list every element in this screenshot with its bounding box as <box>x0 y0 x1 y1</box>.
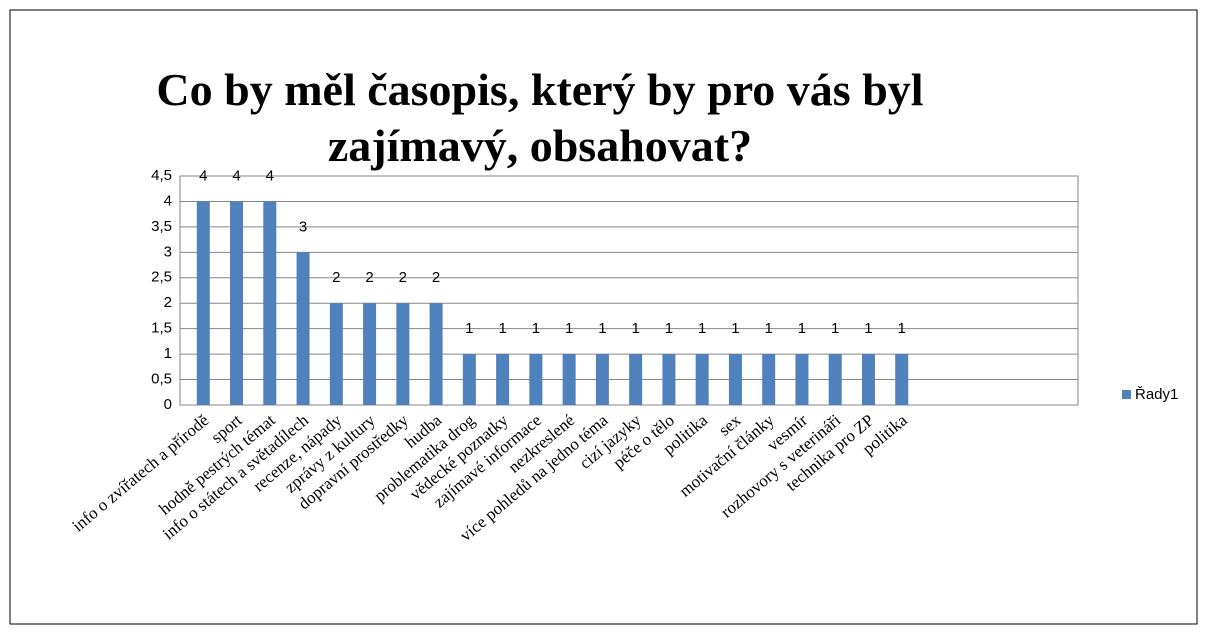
data-label: 1 <box>532 320 540 337</box>
bar <box>230 201 244 405</box>
bar <box>429 303 443 405</box>
data-label: 2 <box>399 269 407 286</box>
data-label: 2 <box>332 269 340 286</box>
data-label: 1 <box>598 320 606 337</box>
y-tick-label: 4,5 <box>151 167 172 184</box>
data-label: 1 <box>498 320 506 337</box>
bar <box>562 354 576 405</box>
bar <box>762 354 776 405</box>
data-label: 1 <box>831 320 839 337</box>
y-tick-label: 0,5 <box>151 371 172 388</box>
data-label: 4 <box>266 167 274 184</box>
bar <box>196 201 210 405</box>
bar <box>296 252 310 405</box>
bar <box>662 354 676 405</box>
bar <box>695 354 709 405</box>
data-label: 1 <box>731 320 739 337</box>
bar <box>462 354 476 405</box>
y-tick-label: 3,5 <box>151 218 172 235</box>
y-tick-label: 3 <box>164 243 172 260</box>
bar <box>363 303 377 405</box>
chart-title: Co by měl časopis, který by pro vás byl … <box>156 64 924 171</box>
data-label: 1 <box>765 320 773 337</box>
bar <box>629 354 643 405</box>
y-tick-label: 0 <box>164 396 172 413</box>
data-label: 1 <box>798 320 806 337</box>
bar <box>396 303 410 405</box>
legend-label: Řady1 <box>1135 386 1178 403</box>
data-label: 1 <box>898 320 906 337</box>
bar <box>895 354 909 405</box>
data-label: 1 <box>864 320 872 337</box>
y-tick-label: 1 <box>164 345 172 362</box>
bar <box>828 354 842 405</box>
y-tick-label: 2,5 <box>151 269 172 286</box>
bar <box>795 354 809 405</box>
chart-border <box>9 9 1198 625</box>
data-label: 4 <box>199 167 207 184</box>
legend-swatch <box>1122 390 1131 399</box>
y-tick-label: 4 <box>164 192 172 209</box>
bar <box>728 354 742 405</box>
data-label: 2 <box>365 269 373 286</box>
data-label: 1 <box>565 320 573 337</box>
bar <box>595 354 609 405</box>
bar <box>529 354 543 405</box>
bar <box>263 201 277 405</box>
data-label: 3 <box>299 218 307 235</box>
y-tick-label: 1,5 <box>151 320 172 337</box>
bar <box>496 354 510 405</box>
data-label: 1 <box>665 320 673 337</box>
data-label: 1 <box>698 320 706 337</box>
y-tick-label: 2 <box>164 294 172 311</box>
data-label: 1 <box>465 320 473 337</box>
bar <box>329 303 343 405</box>
bar <box>861 354 875 405</box>
data-label: 1 <box>631 320 639 337</box>
data-label: 2 <box>432 269 440 286</box>
data-label: 4 <box>232 167 240 184</box>
